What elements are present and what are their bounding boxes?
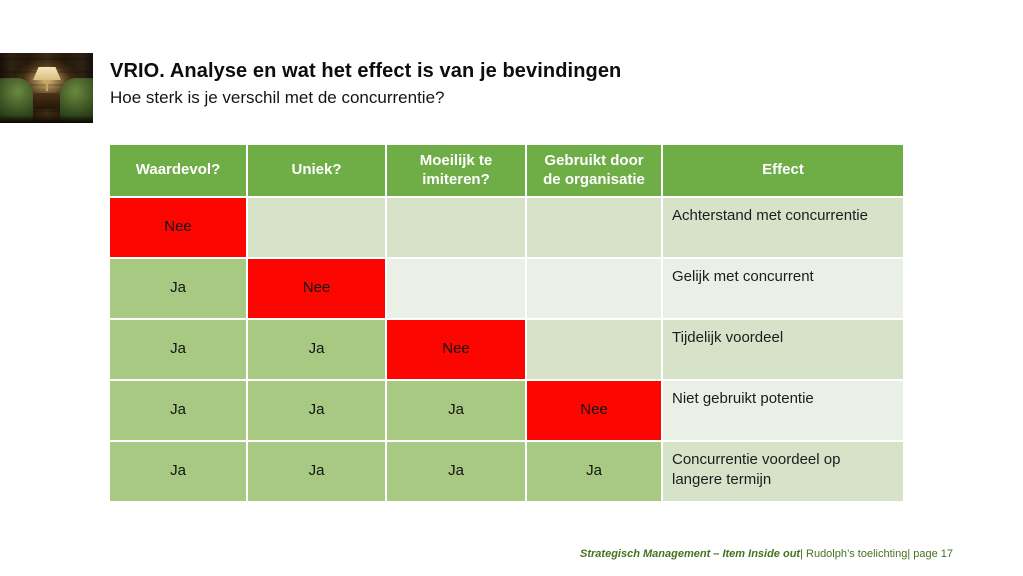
vrio-cell-r2c1: Ja xyxy=(110,259,246,318)
effect-cell-r5: Concurrentie voordeel op langere termijn xyxy=(663,442,903,501)
footer-course-title: Strategisch Management – Item Inside out xyxy=(580,548,801,560)
vrio-cell-r5c1: Ja xyxy=(110,442,246,501)
lounge-photo xyxy=(0,53,93,123)
lamp-icon xyxy=(33,67,61,80)
vrio-cell-r3c1: Ja xyxy=(110,320,246,379)
vrio-cell-r1c1: Nee xyxy=(110,198,246,257)
effect-cell-r3: Tijdelijk voordeel xyxy=(663,320,903,379)
vrio-cell-r3c4 xyxy=(527,320,661,379)
column-header-1: Waardevol? xyxy=(110,145,246,196)
footer: Strategisch Management – Item Inside out… xyxy=(580,548,953,560)
vrio-cell-r3c3: Nee xyxy=(387,320,525,379)
vrio-cell-r4c4: Nee xyxy=(527,381,661,440)
floor-shadow xyxy=(0,115,93,123)
vrio-cell-r2c2: Nee xyxy=(248,259,385,318)
page-subtitle: Hoe sterk is je verschil met de concurre… xyxy=(110,88,445,107)
effect-cell-r4: Niet gebruikt potentie xyxy=(663,381,903,440)
effect-cell-r2: Gelijk met concurrent xyxy=(663,259,903,318)
vrio-cell-r1c3 xyxy=(387,198,525,257)
vrio-cell-r2c4 xyxy=(527,259,661,318)
column-header-2: Uniek? xyxy=(248,145,385,196)
column-header-5: Effect xyxy=(663,145,903,196)
column-header-4: Gebruikt door de organisatie xyxy=(527,145,661,196)
side-table xyxy=(34,93,60,109)
lamp-stem xyxy=(46,80,48,91)
vrio-cell-r4c1: Ja xyxy=(110,381,246,440)
vrio-cell-r4c2: Ja xyxy=(248,381,385,440)
vrio-cell-r4c3: Ja xyxy=(387,381,525,440)
vrio-table: Waardevol? Uniek? Moeilijk te imiteren? Geb… xyxy=(110,145,903,501)
vrio-cell-r2c3 xyxy=(387,259,525,318)
effect-cell-r1: Achterstand met concurrentie xyxy=(663,198,903,257)
footer-meta: | Rudolph’s toelichting| page 17 xyxy=(800,548,953,560)
vrio-cell-r1c4 xyxy=(527,198,661,257)
vrio-cell-r5c2: Ja xyxy=(248,442,385,501)
vrio-cell-r5c3: Ja xyxy=(387,442,525,501)
column-header-3: Moeilijk te imiteren? xyxy=(387,145,525,196)
vrio-cell-r1c2 xyxy=(248,198,385,257)
page-title: VRIO. Analyse en wat het effect is van j… xyxy=(110,60,622,82)
vrio-cell-r3c2: Ja xyxy=(248,320,385,379)
vrio-cell-r5c4: Ja xyxy=(527,442,661,501)
